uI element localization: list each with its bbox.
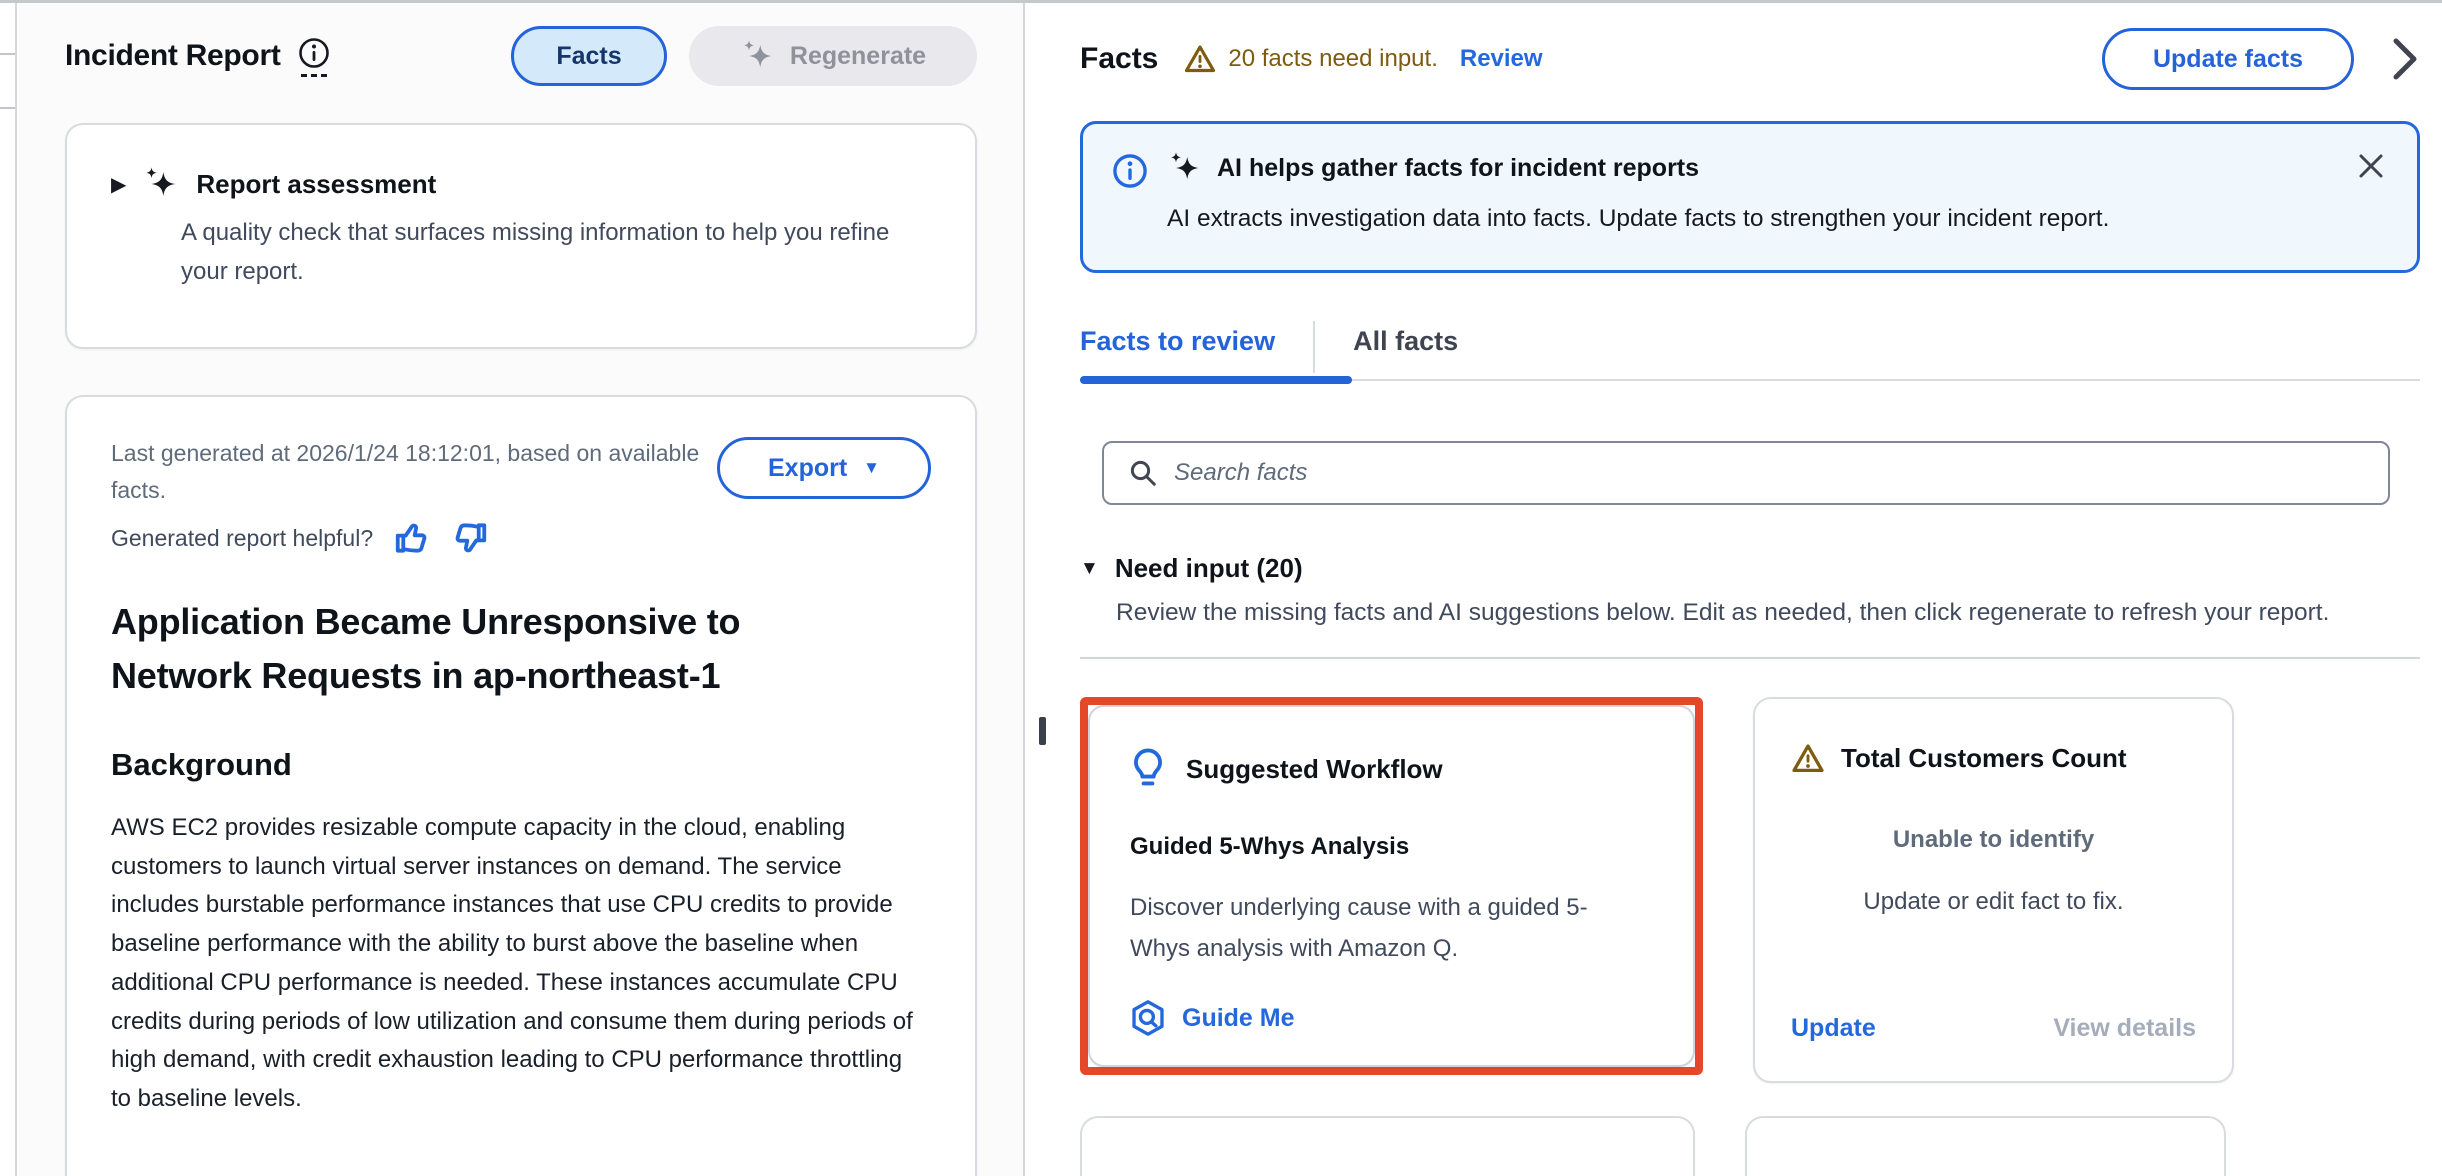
incident-report-panel: Incident Report Facts Regenerate ▶	[19, 3, 1023, 1176]
workflow-subtitle: Guided 5-Whys Analysis	[1130, 833, 1410, 860]
fact-hint: Update or edit fact to fix.	[1863, 888, 2124, 915]
active-tab-underline	[1080, 376, 1352, 384]
generated-report-card: Last generated at 2026/1/24 18:12:01, ba…	[65, 395, 977, 1176]
search-input[interactable]	[1174, 443, 2388, 503]
next-cards-row	[1080, 1116, 2420, 1176]
guide-me-link[interactable]: Guide Me	[1130, 999, 1653, 1037]
facts-toggle-button[interactable]: Facts	[511, 26, 667, 86]
review-link[interactable]: Review	[1459, 45, 1543, 72]
close-icon[interactable]	[2355, 150, 2387, 182]
info-icon[interactable]	[297, 36, 331, 77]
regenerate-button[interactable]: Regenerate	[689, 26, 977, 86]
lightbulb-icon	[1130, 747, 1166, 791]
need-input-description: Review the missing facts and AI suggesti…	[1116, 599, 2330, 626]
text-cursor	[1039, 717, 1046, 745]
view-details-link[interactable]: View details	[2053, 1014, 2196, 1042]
update-facts-button[interactable]: Update facts	[2102, 28, 2354, 90]
tab-all-facts[interactable]: All facts	[1353, 326, 1459, 356]
report-panel-header: Incident Report Facts Regenerate	[65, 23, 977, 89]
fact-card-title: Total Customers Count	[1841, 743, 2127, 773]
report-section-heading: Background	[111, 747, 292, 782]
sparkle-icon	[1167, 150, 1203, 186]
partial-card	[1080, 1116, 1695, 1176]
warning-icon	[1184, 44, 1216, 74]
workflow-card-title: Suggested Workflow	[1186, 753, 1443, 784]
tab-separator	[1313, 321, 1316, 373]
warning-icon	[1791, 743, 1825, 774]
fact-cards-row: Suggested Workflow Guided 5-Whys Analysi…	[1080, 697, 2420, 1083]
report-assessment-header[interactable]: ▶ Report assessment	[111, 165, 931, 203]
assessment-description: A quality check that surfaces missing in…	[181, 219, 890, 285]
facts-warning-text: 20 facts need input.	[1228, 45, 1438, 72]
tab-facts-to-review[interactable]: Facts to review	[1080, 326, 1276, 356]
need-input-section: ▼ Need input (20) Review the missing fac…	[1080, 553, 2420, 659]
search-icon	[1128, 458, 1158, 488]
top-border	[0, 0, 2442, 3]
rail-divider	[0, 53, 15, 55]
facts-title: Facts	[1080, 42, 1159, 75]
search-facts-box[interactable]	[1102, 441, 2390, 505]
report-title: Application Became Unresponsive to Netwo…	[111, 601, 741, 696]
panel-divider[interactable]	[1023, 3, 1025, 1176]
thumbs-down-icon[interactable]	[451, 519, 489, 557]
report-body-paragraph: AWS EC2 provides resizable compute capac…	[111, 814, 913, 1112]
export-button[interactable]: Export ▼	[717, 437, 931, 499]
rail-divider	[0, 107, 15, 109]
sparkle-icon	[142, 165, 180, 203]
amazon-q-icon	[1130, 999, 1166, 1037]
partial-card	[1745, 1116, 2226, 1176]
annotation-highlight-box: Suggested Workflow Guided 5-Whys Analysi…	[1080, 697, 1703, 1075]
facts-panel: Facts 20 facts need input. Review Update…	[1025, 3, 2442, 1176]
page-title: Incident Report	[65, 39, 281, 72]
ai-info-banner: AI helps gather facts for incident repor…	[1080, 121, 2420, 273]
helpful-question: Generated report helpful?	[111, 524, 374, 551]
fact-card-total-customers[interactable]: Total Customers Count Unable to identify…	[1753, 697, 2234, 1083]
last-generated-note: Last generated at 2026/1/24 18:12:01, ba…	[111, 440, 700, 503]
sparkle-icon	[740, 38, 776, 74]
update-link[interactable]: Update	[1791, 1014, 1876, 1042]
report-assessment-card: ▶ Report assessment A quality check that…	[65, 123, 977, 349]
need-input-header[interactable]: ▼ Need input (20)	[1080, 553, 2420, 584]
collapsed-side-rail[interactable]	[0, 3, 17, 1176]
facts-panel-header: Facts 20 facts need input. Review Update…	[1080, 27, 2420, 91]
thumbs-up-icon[interactable]	[393, 519, 431, 557]
banner-description: AI extracts investigation data into fact…	[1167, 205, 2110, 232]
workflow-description: Discover underlying cause with a guided …	[1130, 894, 1588, 962]
info-icon	[1111, 152, 1149, 240]
banner-title: AI helps gather facts for incident repor…	[1217, 153, 1700, 182]
collapse-arrow-icon[interactable]: ▼	[1080, 557, 1099, 579]
expand-arrow-icon[interactable]: ▶	[111, 173, 127, 196]
assessment-title: Report assessment	[196, 168, 437, 199]
fact-status: Unable to identify	[1892, 826, 2095, 853]
facts-tabs: Facts to review All facts	[1080, 315, 2420, 384]
report-toolbar: Facts Regenerate	[511, 26, 977, 86]
suggested-workflow-card[interactable]: Suggested Workflow Guided 5-Whys Analysi…	[1088, 705, 1695, 1067]
caret-down-icon: ▼	[863, 458, 880, 477]
section-divider	[1080, 657, 2420, 659]
collapse-panel-chevron-icon[interactable]	[2390, 35, 2420, 83]
need-input-title: Need input (20)	[1114, 553, 1303, 583]
